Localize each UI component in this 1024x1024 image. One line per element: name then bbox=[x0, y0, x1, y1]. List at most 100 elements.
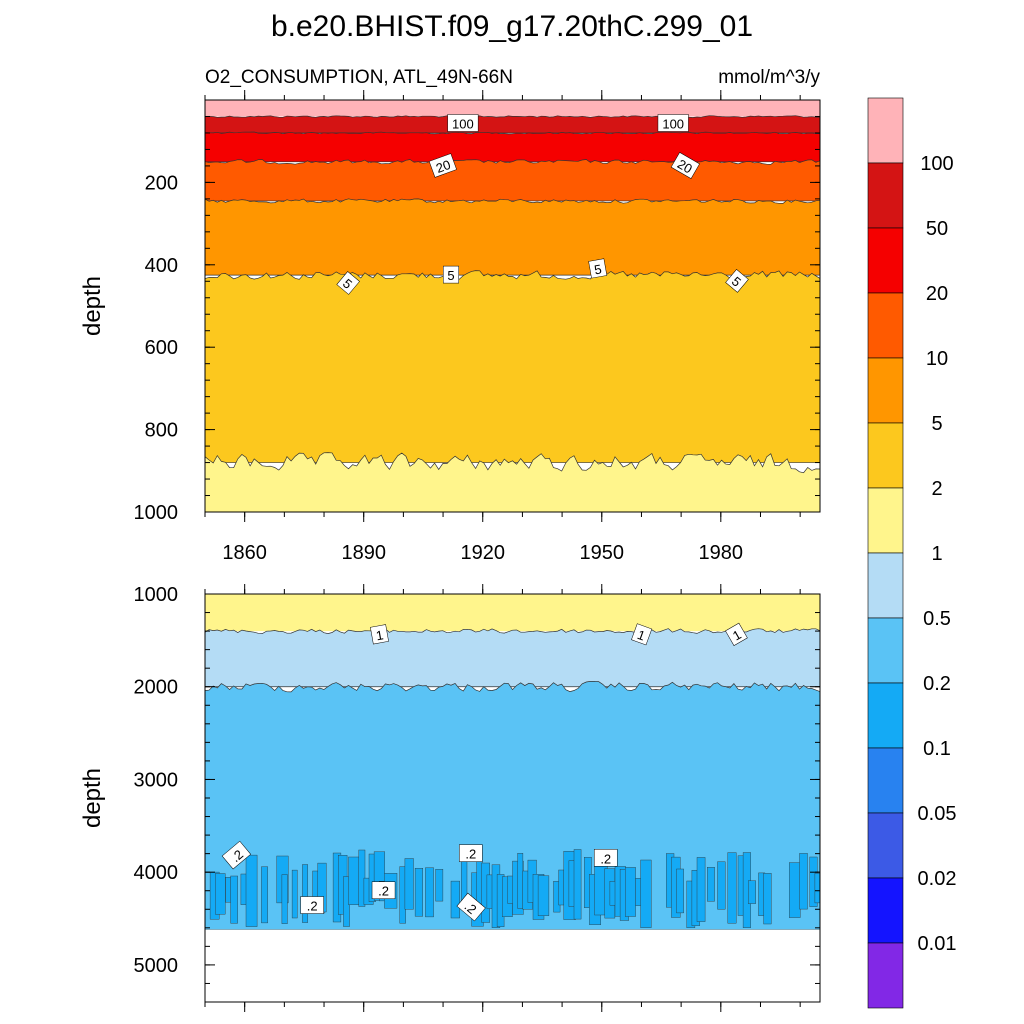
contour-band-2-5 bbox=[205, 270, 820, 463]
contour-patch bbox=[461, 855, 468, 902]
contour-patch bbox=[727, 852, 737, 924]
y-tick-label: 2000 bbox=[134, 677, 179, 699]
contour-patch bbox=[517, 853, 524, 909]
y-tick-label: 400 bbox=[145, 255, 178, 277]
contour-patch bbox=[215, 873, 226, 915]
svg-text:20: 20 bbox=[434, 157, 453, 176]
colorbar-box bbox=[867, 97, 904, 164]
x-tick-label: 1950 bbox=[580, 542, 625, 564]
contour-patch bbox=[558, 869, 565, 906]
colorbar-box bbox=[867, 747, 904, 814]
y-axis-label: depth bbox=[79, 276, 106, 336]
colorbar-box bbox=[867, 552, 904, 619]
x-tick-label: 1890 bbox=[341, 542, 386, 564]
y-tick-label: 800 bbox=[145, 420, 178, 442]
colorbar-label: 1 bbox=[931, 543, 942, 565]
contour-label: 1 bbox=[370, 624, 389, 645]
contour-label: .2 bbox=[371, 881, 396, 899]
y-tick-label: 4000 bbox=[134, 862, 179, 884]
svg-text:20: 20 bbox=[675, 156, 695, 176]
contour-label: 1 bbox=[631, 623, 653, 646]
y-tick-label: 200 bbox=[145, 172, 178, 194]
contour-patch bbox=[281, 874, 288, 924]
contour-label: 5 bbox=[725, 269, 749, 293]
contour-band-5-10 bbox=[205, 198, 820, 276]
colorbar-box bbox=[867, 812, 904, 879]
contour-patch bbox=[717, 861, 726, 910]
colorbar-label: 50 bbox=[926, 218, 948, 240]
svg-text:.2: .2 bbox=[465, 847, 476, 862]
colorbar-box bbox=[867, 682, 904, 749]
contour-patch bbox=[676, 868, 684, 914]
colorbar-box bbox=[867, 227, 904, 294]
svg-text:.2: .2 bbox=[378, 884, 389, 899]
plot-frame bbox=[204, 99, 821, 513]
contour-patch bbox=[573, 849, 582, 920]
colorbar-label: 10 bbox=[926, 348, 948, 370]
contour-patch bbox=[799, 853, 808, 910]
contour-band->100 bbox=[205, 100, 820, 117]
contour-patch bbox=[707, 867, 715, 902]
contour-patch bbox=[261, 866, 268, 924]
svg-text:.2: .2 bbox=[307, 899, 318, 914]
contour-label: 5 bbox=[336, 271, 360, 295]
colorbar-box bbox=[867, 292, 904, 359]
colorbar-label: 2 bbox=[931, 478, 942, 500]
colorbar-label: 0.5 bbox=[923, 608, 951, 630]
contour-label: .2 bbox=[221, 840, 252, 870]
contour-band-1-2 bbox=[205, 452, 820, 512]
y-tick-label: 1000 bbox=[134, 502, 179, 524]
svg-text:5: 5 bbox=[593, 261, 603, 277]
svg-text:5: 5 bbox=[447, 268, 454, 283]
top-panel: 200 400 600 800 1000 1860 1890 1920 1950 1980 dept… bbox=[79, 90, 821, 564]
colorbar: 100 50 20 10 5 2 1 0.5 0.2 0.1 0.05 0.02 0.01 bbox=[867, 97, 957, 1009]
colorbar-label: 5 bbox=[931, 413, 942, 435]
contour-label: 1 bbox=[725, 622, 748, 646]
contour-band-10-20 bbox=[205, 159, 820, 202]
svg-text:1: 1 bbox=[635, 627, 647, 644]
contour-band-0.5-1 bbox=[205, 628, 820, 688]
contour-patch bbox=[404, 858, 414, 910]
colorbar-box bbox=[867, 877, 904, 944]
contour-patch bbox=[245, 854, 258, 927]
colorbar-label: 20 bbox=[926, 283, 948, 305]
plot-area bbox=[205, 100, 820, 512]
contour-patch bbox=[435, 869, 444, 902]
figure-title: b.e20.BHIST.f09_g17.20thC.299_01 bbox=[271, 10, 753, 43]
colorbar-label: 0.1 bbox=[923, 738, 951, 760]
y-tick-label: 3000 bbox=[134, 769, 179, 791]
colorbar-label: 0.2 bbox=[923, 673, 951, 695]
colorbar-label: 0.01 bbox=[918, 933, 957, 955]
y-tick-label: 1000 bbox=[134, 584, 179, 606]
contour-patch bbox=[625, 867, 636, 917]
contour-patch bbox=[425, 867, 434, 918]
y-tick-label: 600 bbox=[145, 337, 178, 359]
contour-patch bbox=[230, 875, 238, 924]
contour-label: .2 bbox=[456, 892, 486, 922]
plot-area bbox=[205, 594, 820, 1002]
colorbar-box bbox=[867, 942, 904, 1009]
colorbar-box bbox=[867, 422, 904, 489]
colorbar-box bbox=[867, 617, 904, 684]
variable-label: O2_CONSUMPTION, ATL_49N-66N bbox=[205, 67, 513, 88]
contour-patch bbox=[450, 880, 461, 919]
contour-patch bbox=[696, 857, 706, 922]
contour-patch bbox=[763, 873, 772, 925]
contour-patch bbox=[748, 880, 756, 904]
contour-patch bbox=[640, 859, 652, 928]
y-axis-label: depth bbox=[79, 768, 106, 828]
units-label: mmol/m^3/y bbox=[718, 67, 820, 88]
contour-patch bbox=[414, 868, 424, 917]
contour-band-20-50 bbox=[205, 131, 820, 163]
colorbar-box bbox=[867, 162, 904, 229]
no-data-area bbox=[205, 929, 820, 1002]
contour-label: 100 bbox=[447, 114, 479, 132]
x-tick-label: 1980 bbox=[699, 542, 744, 564]
svg-text:.2: .2 bbox=[600, 851, 611, 866]
svg-text:100: 100 bbox=[662, 116, 684, 131]
svg-text:1: 1 bbox=[375, 627, 385, 643]
contour-band-1-2 bbox=[205, 594, 820, 632]
colorbar-box bbox=[867, 357, 904, 424]
contour-label: .2 bbox=[593, 849, 618, 867]
contour-label: 5 bbox=[588, 258, 608, 279]
